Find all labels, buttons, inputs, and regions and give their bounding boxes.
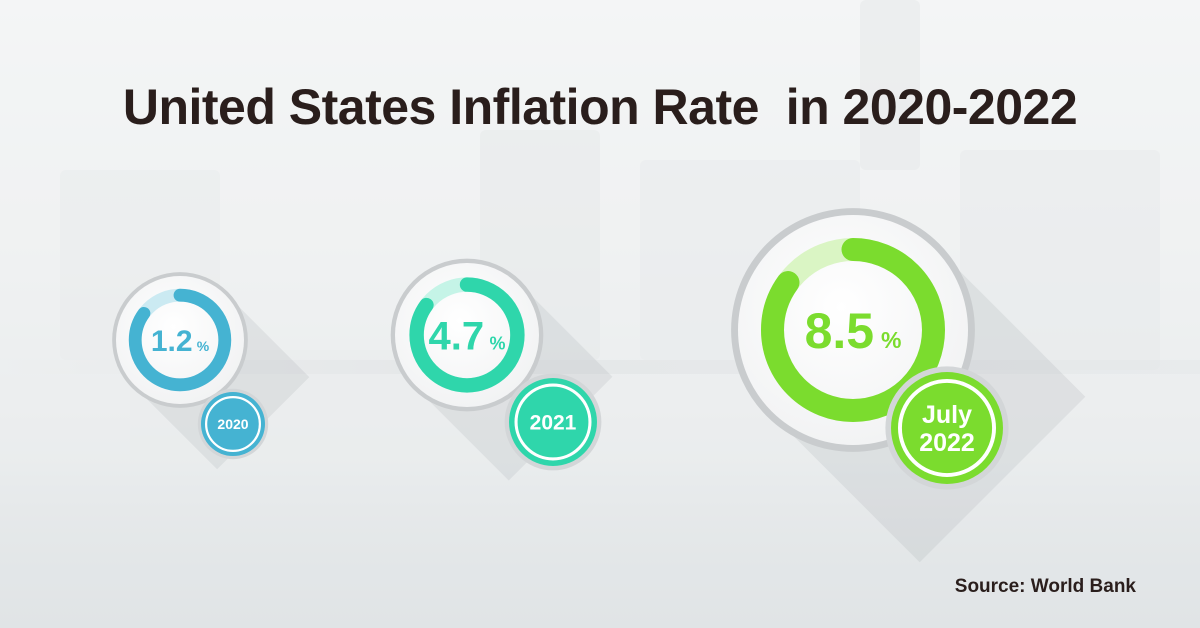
year-badge (891, 372, 1003, 484)
year-badge (201, 392, 265, 456)
year-badge (509, 378, 597, 466)
year-label: 2021 (530, 412, 577, 435)
year-label: July (922, 401, 972, 429)
year-badge-inner-ring (514, 383, 592, 461)
source-note: Source: World Bank (954, 576, 1136, 597)
ring-arc (409, 277, 525, 393)
unit-label: % (881, 327, 901, 353)
ring-group-1: 1.2 %2020 (112, 272, 310, 470)
value-label: 8.5% (805, 303, 902, 359)
ring-arc (128, 288, 232, 392)
unit-label: % (197, 338, 210, 354)
year-badge-inner-ring (204, 395, 261, 452)
year-label: 2020 (217, 416, 248, 432)
ring-arc (761, 238, 945, 422)
ring-group-2: 4.7 %2021 (390, 258, 613, 481)
unit-label: % (489, 333, 505, 353)
year-badge-inner-ring (898, 378, 997, 477)
year-label: 2022 (919, 429, 975, 457)
chart-title: United States Inflation Rate in 2020-202… (122, 79, 1078, 135)
